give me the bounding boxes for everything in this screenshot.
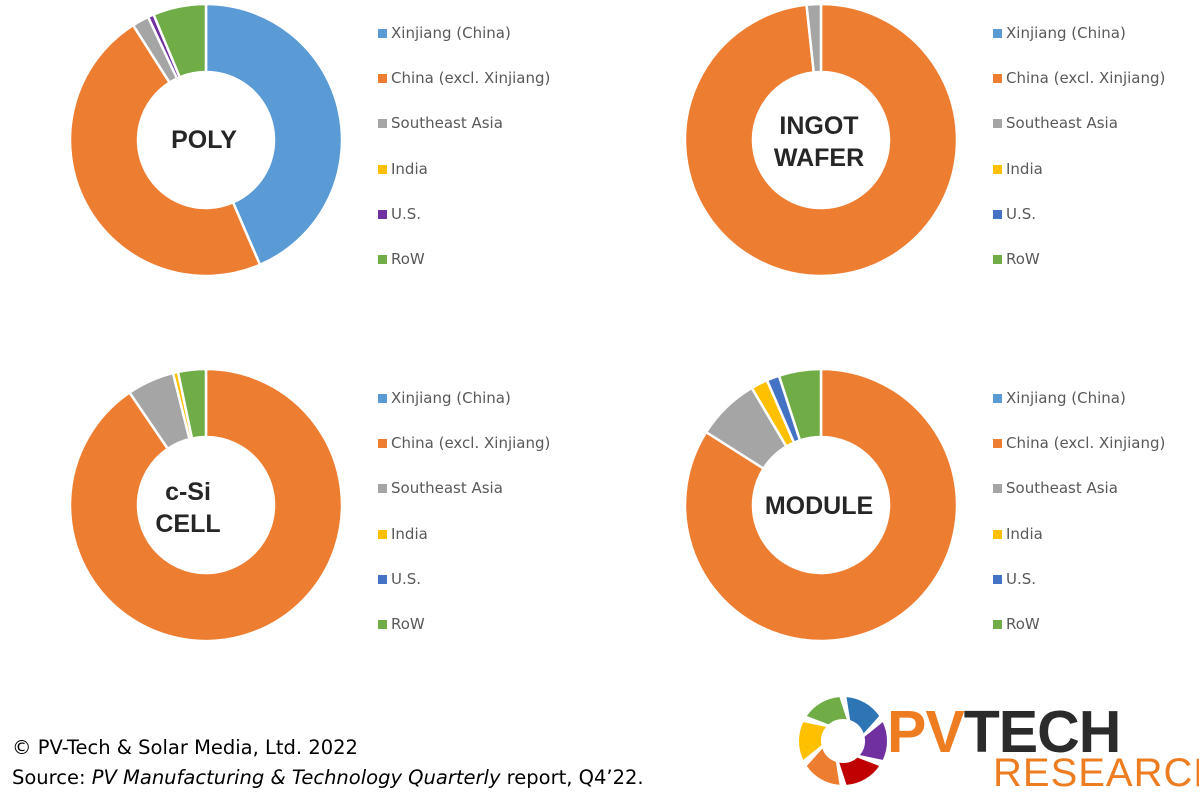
legend-swatch	[378, 574, 387, 584]
donut-svg	[68, 367, 344, 643]
slice-row	[176, 367, 208, 440]
legend-label: China (excl. Xinjiang)	[391, 69, 551, 88]
center-label-line: c-Si	[165, 478, 211, 506]
legend-label: India	[1006, 159, 1043, 178]
logo-ring-segment	[859, 722, 887, 760]
donut-svg	[683, 2, 959, 278]
legend-label: RoW	[391, 614, 425, 633]
slice-row	[151, 2, 208, 79]
legend-swatch	[993, 209, 1002, 219]
center-label: POLY	[104, 124, 304, 156]
legend-label: Xinjiang (China)	[391, 389, 511, 407]
logo-tech: TECH	[963, 699, 1122, 765]
slice-row	[777, 367, 823, 442]
legend-label: U.S.	[1006, 204, 1037, 223]
legend-label: Xinjiang (China)	[391, 24, 511, 42]
legend-label: Xinjiang (China)	[1006, 24, 1126, 42]
legend-label: Xinjiang (China)	[1006, 389, 1126, 407]
slice-southeast-asia	[805, 2, 823, 74]
donut-chart-csi-cell: c-Si CELL Xinjiang (China) China (excl. X…	[40, 365, 600, 665]
legend-swatch	[993, 254, 1002, 264]
legend-swatch	[378, 209, 387, 219]
center-label: c-Si CELL	[88, 476, 288, 540]
legend-swatch	[378, 619, 387, 629]
legend-swatch	[993, 529, 1002, 539]
legend-label: RoW	[1006, 249, 1040, 268]
center-label: INGOT WAFER	[719, 110, 919, 174]
logo-ring-segment	[799, 722, 827, 760]
legend-swatch	[993, 394, 1002, 403]
legend-label: Southeast Asia	[391, 114, 503, 133]
legend-swatch	[993, 574, 1002, 584]
legend-swatch	[993, 619, 1002, 629]
legend-label: China (excl. Xinjiang)	[1006, 434, 1166, 453]
legend-swatch	[993, 29, 1002, 38]
legend-label: India	[391, 159, 428, 178]
slice-xinjiang-china	[204, 2, 344, 267]
legend-swatch	[378, 394, 387, 403]
legend-swatch	[378, 119, 387, 129]
legend-label: Southeast Asia	[1006, 479, 1118, 498]
donut-chart-module: MODULE Xinjiang (China) China (excl. Xinj…	[655, 365, 1199, 665]
legend-swatch	[993, 439, 1002, 449]
source-report-title: PV Manufacturing & Technology Quarterly	[91, 766, 501, 789]
source-suffix: report, Q4’22.	[500, 766, 644, 789]
logo-ring-icon	[799, 697, 887, 785]
footer: © PV-Tech & Solar Media, Ltd. 2022 Sourc…	[12, 733, 644, 793]
legend-swatch	[378, 164, 387, 174]
slice-china-excl-xinjiang	[683, 2, 959, 278]
legend-swatch	[378, 484, 387, 494]
donut-svg	[683, 367, 959, 643]
logo-ring-segment	[839, 757, 880, 785]
logo-ring-segment	[806, 697, 847, 725]
center-label-line: INGOT	[779, 112, 859, 140]
slice-china-excl-xinjiang	[68, 367, 344, 643]
legend-label: U.S.	[1006, 569, 1037, 588]
legend-label: RoW	[1006, 614, 1040, 633]
copyright-text: © PV-Tech & Solar Media, Ltd. 2022	[12, 736, 358, 759]
legend-swatch	[993, 484, 1002, 494]
slice-china-excl-xinjiang	[683, 367, 959, 643]
slice-china-excl-xinjiang	[68, 23, 262, 278]
logo-research: RESEARCH	[993, 751, 1199, 795]
source-prefix: Source:	[12, 766, 92, 789]
source-text: Source: PV Manufacturing & Technology Qu…	[12, 763, 644, 793]
logo-ring-segment	[846, 697, 880, 734]
legend-swatch	[378, 29, 387, 38]
legend-label: India	[1006, 524, 1043, 543]
legend-label: India	[391, 524, 428, 543]
legend-label: China (excl. Xinjiang)	[391, 434, 551, 453]
pv-tech-research-logo: PVTECH RESEARCH	[795, 688, 1199, 796]
legend-swatch	[378, 254, 387, 264]
legend-swatch	[993, 74, 1002, 84]
legend-label: Southeast Asia	[1006, 114, 1118, 133]
legend-label: U.S.	[391, 204, 422, 223]
donut-svg	[68, 2, 344, 278]
center-label-line: WAFER	[773, 144, 865, 172]
legend-label: Southeast Asia	[391, 479, 503, 498]
legend-swatch	[378, 74, 387, 84]
logo-wordmark: PVTECH	[887, 699, 1122, 765]
logo-ring-segment	[806, 748, 840, 785]
legend-swatch	[993, 119, 1002, 129]
center-label-line: MODULE	[764, 492, 874, 520]
legend-swatch	[378, 439, 387, 449]
center-label-line: POLY	[171, 126, 237, 154]
center-label-line: CELL	[155, 510, 221, 538]
center-label: MODULE	[719, 490, 919, 522]
legend-label: U.S.	[391, 569, 422, 588]
legend-label: RoW	[391, 249, 425, 268]
donut-chart-ingot-wafer: INGOT WAFER Xinjiang (China) China (excl.…	[655, 0, 1199, 300]
legend-label: China (excl. Xinjiang)	[1006, 69, 1166, 88]
logo-pv: PV	[887, 699, 965, 765]
legend-swatch	[993, 164, 1002, 174]
donut-chart-poly: POLY Xinjiang (China) China (excl. Xinjia…	[40, 0, 600, 300]
legend-swatch	[378, 529, 387, 539]
